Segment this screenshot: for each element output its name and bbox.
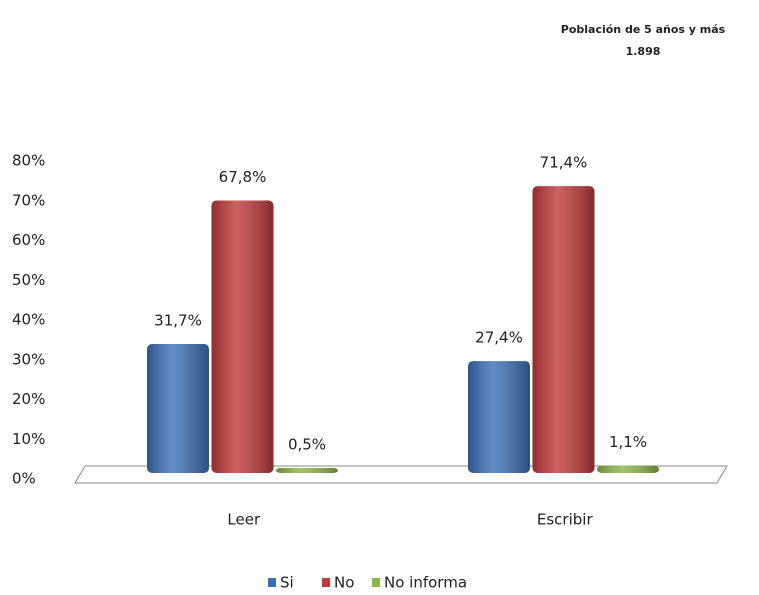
data-label: 0,5% <box>288 436 326 454</box>
bar-shade <box>468 361 530 473</box>
y-tick-label: 20% <box>12 390 45 408</box>
x-tick-label: Leer <box>227 511 261 529</box>
legend-swatch <box>268 578 276 587</box>
y-tick-label: 30% <box>12 350 45 368</box>
y-tick-label: 70% <box>12 191 45 209</box>
x-tick-label: Escribir <box>537 511 594 529</box>
data-label: 1,1% <box>609 433 647 451</box>
y-tick-label: 80% <box>12 152 45 170</box>
data-label: 71,4% <box>540 154 588 172</box>
bar-shade <box>147 343 209 473</box>
legend-label: No <box>334 574 354 592</box>
data-label: 67,8% <box>219 168 267 186</box>
bar-shade <box>276 468 338 473</box>
bar-shade <box>211 200 274 473</box>
bar-shade <box>532 186 595 473</box>
chart-title: Población de 5 años y más <box>561 23 726 36</box>
data-label: 31,7% <box>154 311 202 329</box>
legend-label: Si <box>280 574 294 592</box>
y-tick-label: 50% <box>12 271 45 289</box>
y-tick-label: 40% <box>12 311 45 329</box>
y-tick-label: 60% <box>12 231 45 249</box>
legend-swatch <box>322 578 330 587</box>
chart-subtitle: 1.898 <box>626 45 661 58</box>
legend-swatch <box>372 578 380 587</box>
bar-shade <box>597 465 659 473</box>
y-tick-label: 0% <box>12 470 36 488</box>
legend-label: No informa <box>384 574 467 592</box>
y-tick-label: 10% <box>12 430 45 448</box>
data-label: 27,4% <box>475 329 523 347</box>
